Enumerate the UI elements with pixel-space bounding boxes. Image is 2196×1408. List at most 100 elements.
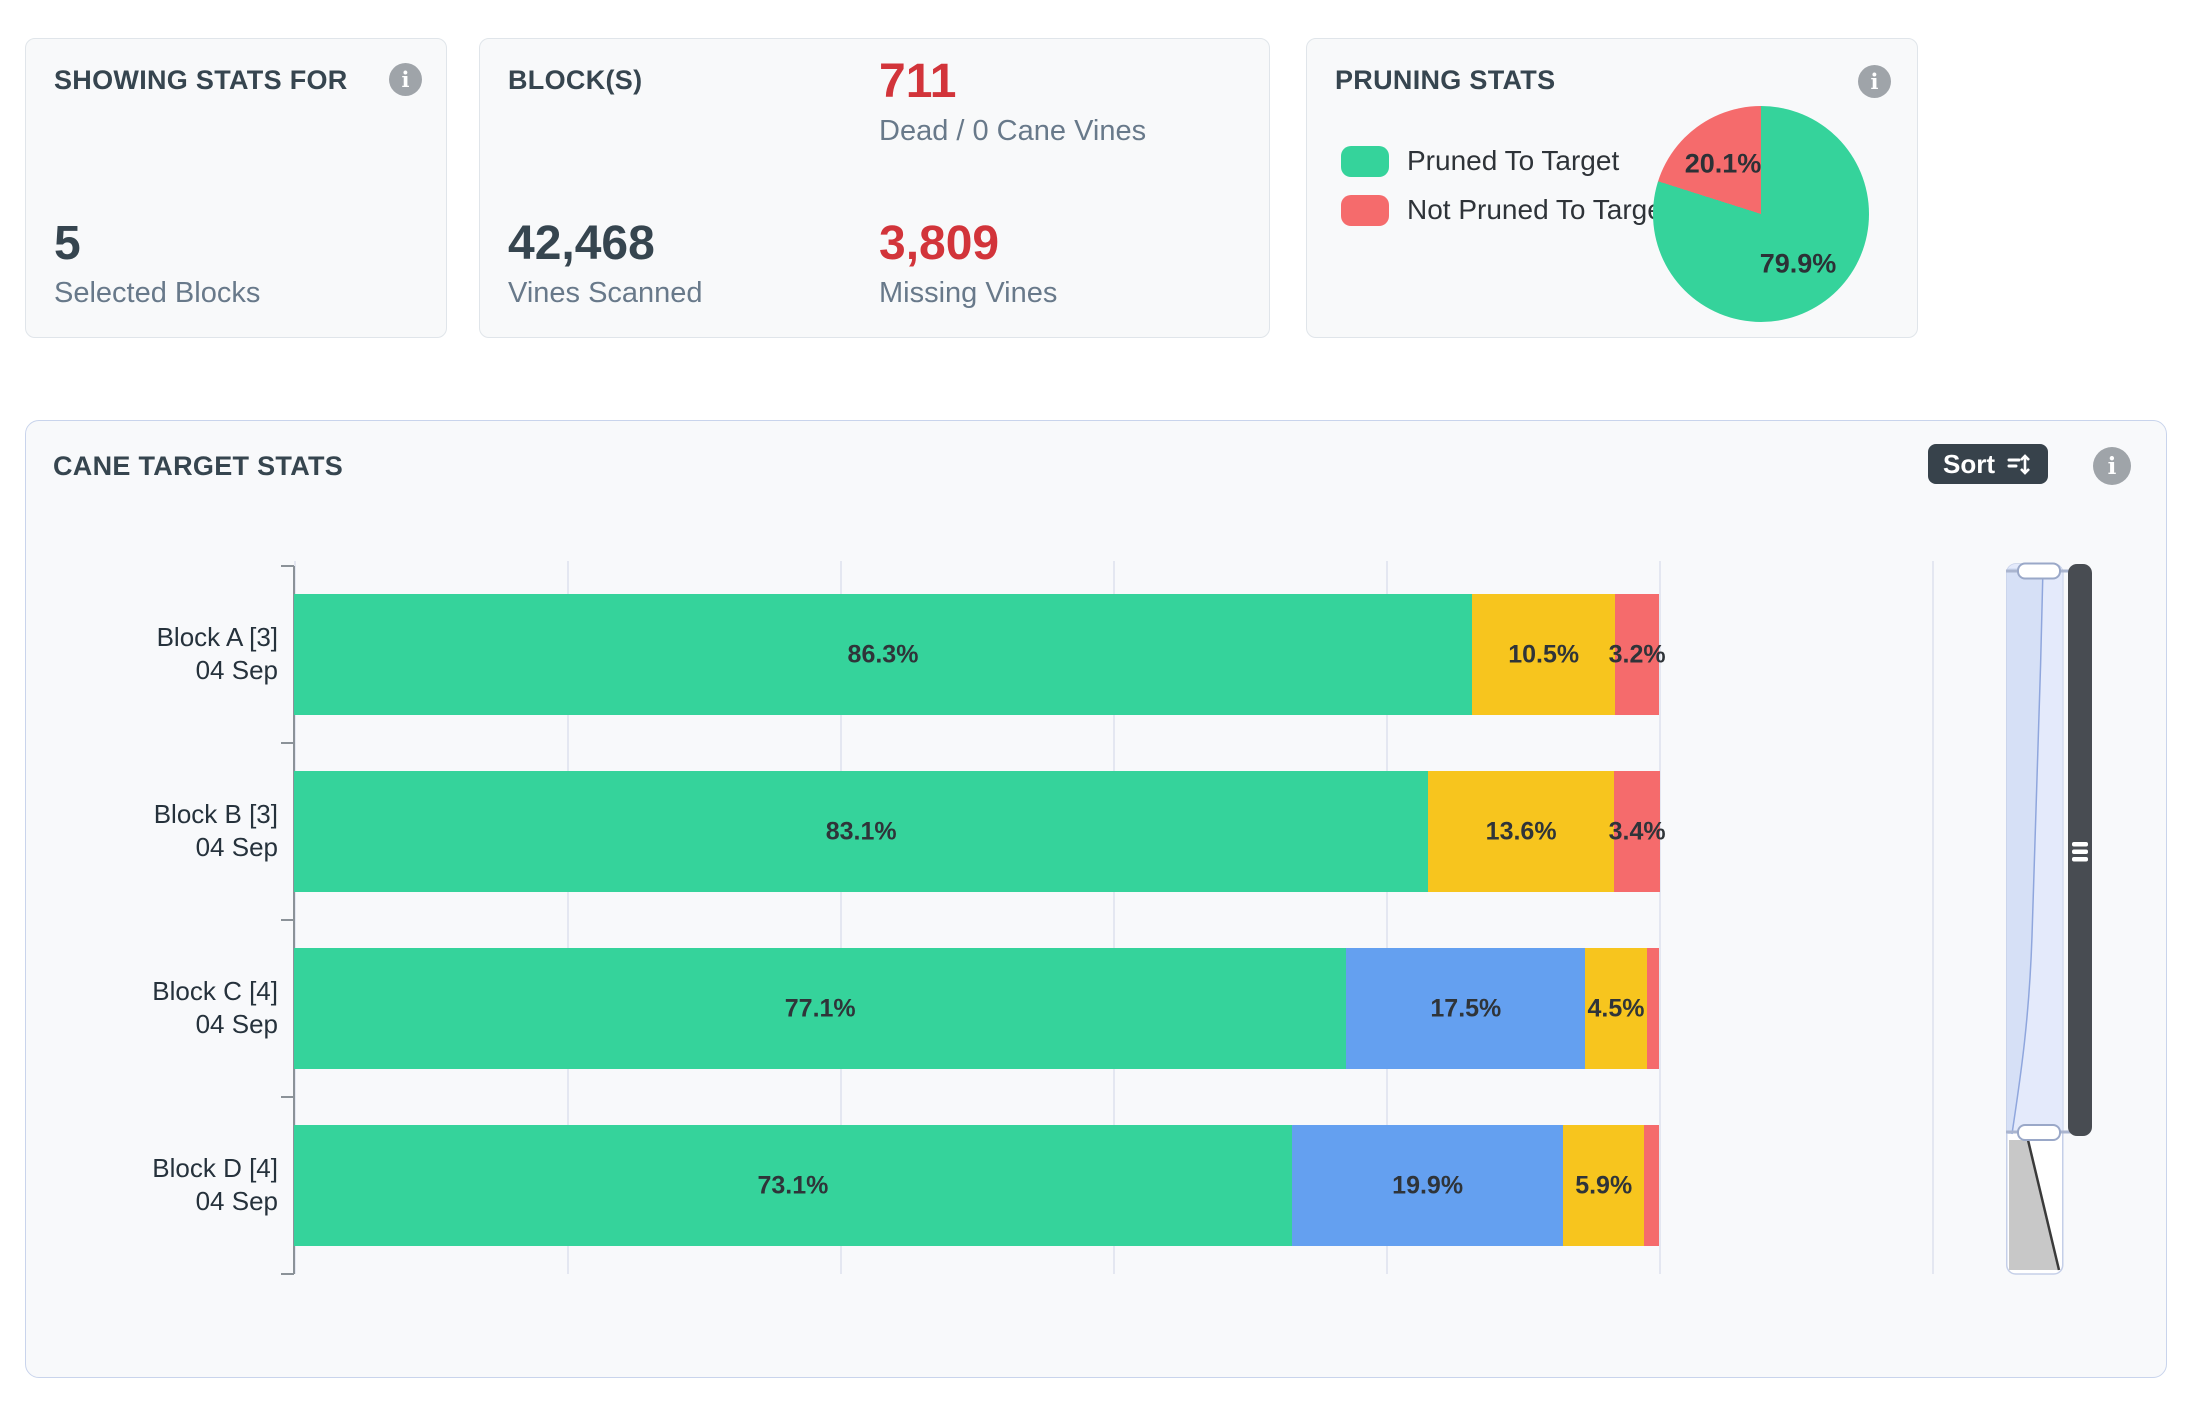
bar-segment-label: 5.9% (1575, 1171, 1633, 1199)
axis-tick (281, 742, 294, 744)
info-icon[interactable]: i (389, 63, 422, 96)
dead-vines-value: 711 (879, 55, 957, 108)
thumb-grip-icon (2072, 857, 2088, 862)
bar-segment-red[interactable]: 3.2% (1609, 594, 1666, 715)
category-date: 04 Sep (195, 1186, 278, 1217)
category-name: Block C [4] (152, 975, 278, 1006)
axis-tick (281, 919, 294, 921)
bar-segment-label: 73.1% (757, 1171, 829, 1199)
bar-segment-green[interactable]: 77.1% (294, 948, 1347, 1069)
thumb-grip-icon (2072, 849, 2088, 854)
legend-item-not-pruned: Not Pruned To Target (1341, 194, 1671, 226)
range-preview-edge-line (2026, 1139, 2061, 1271)
bar-segment-red[interactable]: 3.4% (1609, 771, 1666, 892)
pruned-legend-label: Pruned To Target (1407, 145, 1620, 176)
category-date: 04 Sep (195, 832, 278, 863)
range-unselected-preview (2009, 1140, 2059, 1270)
category-label: Block B [3] 04 Sep (48, 798, 278, 866)
bar-segment-label: 4.5% (1587, 994, 1645, 1022)
cane-target-stats-card: CANE TARGET STATS Sort i Block A [3] 04 S… (25, 420, 2167, 1378)
pruning-stats-title: PRUNING STATS (1335, 65, 1556, 95)
info-glyph: i (401, 67, 410, 92)
sort-button[interactable]: Sort (1928, 444, 2048, 484)
chart-range-selector (2006, 562, 2092, 1275)
bar-segment-label: 3.2% (1608, 640, 1666, 668)
range-preview-line (2011, 567, 2044, 1135)
pie-slice-label-not-pruned: 20.1% (1684, 148, 1762, 179)
showing-stats-card: SHOWING STATS FOR i 5 Selected Blocks (25, 38, 447, 338)
info-glyph: i (1870, 69, 1879, 94)
axis-tick (281, 565, 294, 567)
axis-tick (281, 1273, 294, 1275)
bar-segment-label: 10.5% (1508, 640, 1580, 668)
bar-segment-green[interactable]: 86.3% (294, 594, 1472, 715)
bar-segment-blue[interactable]: 19.9% (1291, 1125, 1564, 1246)
sort-icon (2007, 453, 2030, 475)
thumb-grip-icon (2072, 842, 2088, 847)
category-axis (293, 566, 295, 1274)
blocks-title: BLOCK(S) (508, 65, 643, 95)
category-label: Block D [4] 04 Sep (48, 1152, 278, 1220)
gridline (840, 561, 842, 1274)
missing-vines-label: Missing Vines (879, 277, 1058, 310)
missing-vines-value: 3,809 (879, 216, 1000, 270)
bar-segment-label: 83.1% (825, 817, 897, 845)
info-icon[interactable]: i (2093, 447, 2131, 485)
showing-stats-title: SHOWING STATS FOR (54, 65, 348, 95)
bar-segment-label: 13.6% (1485, 817, 1557, 845)
gridline (1659, 561, 1661, 1274)
bar-segment-green[interactable]: 73.1% (294, 1125, 1292, 1246)
selected-blocks-stat: 5 Selected Blocks (54, 216, 261, 311)
bar-segment-blue[interactable]: 17.5% (1346, 948, 1586, 1069)
vines-scanned-label: Vines Scanned (508, 277, 703, 310)
category-label: Block C [4] 04 Sep (48, 975, 278, 1043)
info-glyph: i (2107, 452, 2117, 480)
bar-segment-red[interactable] (1646, 948, 1659, 1069)
sort-button-label: Sort (1943, 448, 1995, 479)
selected-blocks-value: 5 (54, 216, 81, 270)
bar-segment-yellow[interactable]: 4.5% (1585, 948, 1647, 1069)
category-date: 04 Sep (195, 655, 278, 686)
pie-legend: Pruned To Target Not Pruned To Target (1341, 145, 1671, 243)
bar-segment-red[interactable] (1643, 1125, 1659, 1246)
gridline (1113, 561, 1115, 1274)
bar-segment-yellow[interactable]: 5.9% (1563, 1125, 1644, 1246)
category-name: Block D [4] (152, 1152, 278, 1183)
legend-item-pruned: Pruned To Target (1341, 145, 1671, 177)
cane-target-bar-chart: Block A [3] 04 Sep 86.3% 10.5% 3.2% Block B [… (26, 421, 2166, 1377)
not-pruned-legend-label: Not Pruned To Target (1407, 194, 1671, 225)
bar-segment-label: 3.4% (1608, 817, 1666, 845)
bar-row: 73.1% 19.9% 5.9% (294, 1125, 1659, 1246)
category-name: Block B [3] (153, 798, 278, 829)
category-label: Block A [3] 04 Sep (48, 621, 278, 689)
pruning-pie-chart[interactable]: 20.1% 79.9% (1653, 106, 1869, 322)
selected-blocks-label: Selected Blocks (54, 277, 261, 310)
category-date: 04 Sep (195, 1009, 278, 1040)
bar-segment-yellow[interactable]: 10.5% (1471, 594, 1616, 715)
missing-vines-stat: 3,809 Missing Vines (879, 216, 1058, 311)
bar-row: 77.1% 17.5% 4.5% (294, 948, 1659, 1069)
axis-tick (281, 1096, 294, 1098)
cane-target-stats-title: CANE TARGET STATS (53, 451, 344, 481)
dead-vines-stat: 711 Dead / 0 Cane Vines (879, 55, 1147, 149)
category-name: Block A [3] (156, 621, 278, 652)
pie-slice-label-pruned: 79.9% (1759, 248, 1837, 279)
gridline (294, 561, 296, 1274)
bar-segment-green[interactable]: 83.1% (294, 771, 1429, 892)
vines-scanned-value: 42,468 (508, 216, 655, 270)
dead-vines-label: Dead / 0 Cane Vines (879, 115, 1147, 148)
info-icon[interactable]: i (1858, 65, 1891, 98)
range-bottom-handle[interactable] (2017, 1124, 2061, 1141)
vines-scanned-stat: 42,468 Vines Scanned (508, 216, 703, 311)
bar-row: 83.1% 13.6% 3.4% (294, 771, 1666, 892)
bar-segment-label: 77.1% (784, 994, 856, 1022)
bar-segment-label: 17.5% (1430, 994, 1502, 1022)
gridline (1932, 561, 1934, 1274)
pruned-swatch (1341, 145, 1389, 177)
bar-segment-yellow[interactable]: 13.6% (1428, 771, 1614, 892)
gridline (567, 561, 569, 1274)
gridline (1386, 561, 1388, 1274)
range-top-handle[interactable] (2017, 562, 2061, 580)
not-pruned-swatch (1341, 194, 1389, 226)
